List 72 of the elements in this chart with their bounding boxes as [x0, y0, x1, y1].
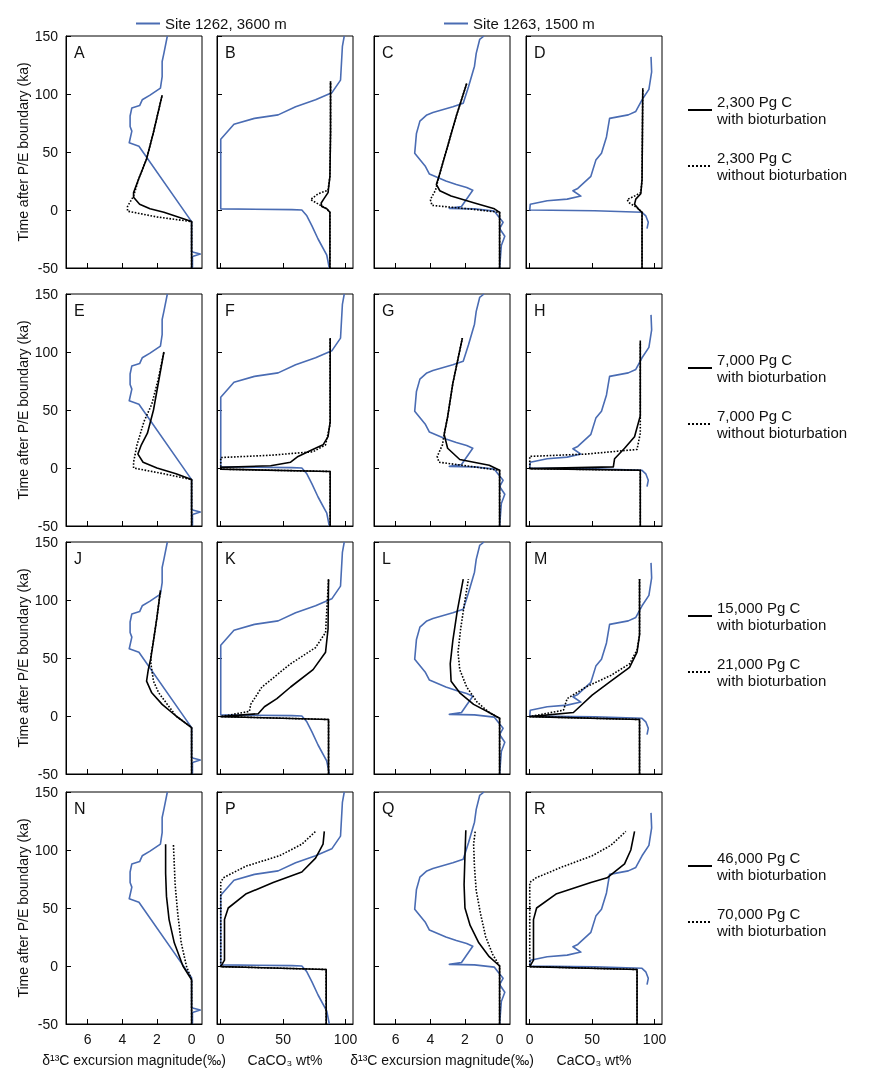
y-tick-label: 150 — [34, 784, 59, 800]
y-tick-label: 0 — [50, 708, 59, 724]
annotation: M — [534, 549, 548, 567]
x-axis-title: δ¹³C excursion magnitude(‰) — [42, 1052, 226, 1069]
y-axis-title: Time after P/E boundary (ka) — [15, 62, 31, 242]
y-tick-label: 150 — [34, 28, 59, 44]
y-tick-label: -50 — [37, 260, 59, 276]
y-tick-label: 50 — [42, 402, 59, 418]
y-axis-title: Time after P/E boundary (ka) — [15, 818, 31, 998]
legend-label: Site 1263, 1500 m — [473, 15, 595, 32]
y-tick-label: 50 — [42, 144, 59, 160]
annotation: B — [225, 43, 236, 61]
y-tick-label: -50 — [37, 766, 59, 782]
annotation: A — [74, 43, 85, 61]
x-tick-label: 6 — [83, 1031, 92, 1047]
legend-label: 7,000 Pg C without bioturbation — [716, 407, 848, 441]
y-tick-label: 150 — [34, 534, 59, 550]
y-axis-title: Time after P/E boundary (ka) — [15, 320, 31, 500]
x-tick-label: 6 — [391, 1031, 400, 1047]
annotation: F — [225, 301, 235, 319]
x-axis-title: CaCO₃ wt% — [247, 1052, 323, 1069]
x-tick-label: 4 — [118, 1031, 127, 1047]
x-axis-title: δ¹³C excursion magnitude(‰) — [350, 1052, 534, 1069]
annotation: E — [74, 301, 85, 319]
annotation: R — [534, 799, 546, 817]
x-tick-label: 4 — [426, 1031, 435, 1047]
legend-label: 7,000 Pg C with bioturbation — [716, 351, 827, 385]
legend-label: 15,000 Pg C with bioturbation — [716, 599, 827, 633]
line-series — [128, 541, 202, 775]
legend-label: 46,000 Pg C with bioturbation — [716, 849, 827, 883]
y-tick-label: 50 — [42, 650, 59, 666]
legend-label: 2,300 Pg C without bioturbation — [716, 149, 848, 183]
x-tick-label: 0 — [216, 1031, 225, 1047]
x-tick-label: 0 — [187, 1031, 196, 1047]
y-tick-label: 100 — [34, 592, 59, 608]
line-series — [128, 35, 202, 269]
x-tick-label: 100 — [642, 1031, 667, 1047]
legend-label: 21,000 Pg C with bioturbation — [716, 655, 827, 689]
annotation: K — [225, 549, 236, 567]
y-axis-title: Time after P/E boundary (ka) — [15, 568, 31, 748]
line-series — [128, 293, 202, 527]
legend-label: 2,300 Pg C with bioturbation — [716, 93, 827, 127]
annotation: D — [534, 43, 546, 61]
x-tick-label: 0 — [495, 1031, 504, 1047]
y-tick-label: 100 — [34, 86, 59, 102]
y-tick-label: -50 — [37, 518, 59, 534]
annotation: J — [74, 549, 82, 567]
y-tick-label: 100 — [34, 344, 59, 360]
legend-label: Site 1262, 3600 m — [165, 15, 287, 32]
x-tick-label: 50 — [275, 1031, 292, 1047]
y-tick-label: 50 — [42, 900, 59, 916]
legend-label: 70,000 Pg C with bioturbation — [716, 905, 827, 939]
annotation: L — [382, 549, 391, 567]
line-series — [128, 791, 202, 1025]
annotation: Q — [382, 799, 395, 817]
x-tick-label: 2 — [153, 1031, 162, 1047]
y-tick-label: 0 — [50, 460, 59, 476]
x-tick-label: 100 — [333, 1031, 358, 1047]
y-tick-label: -50 — [37, 1016, 59, 1032]
annotation: P — [225, 799, 236, 817]
x-tick-label: 50 — [584, 1031, 601, 1047]
annotation: G — [382, 301, 395, 319]
annotation: C — [382, 43, 394, 61]
annotation: N — [74, 799, 86, 817]
annotation: H — [534, 301, 546, 319]
y-tick-label: 0 — [50, 202, 59, 218]
y-tick-label: 150 — [34, 286, 59, 302]
y-tick-label: 100 — [34, 842, 59, 858]
x-axis-title: CaCO₃ wt% — [556, 1052, 632, 1069]
y-tick-label: 0 — [50, 958, 59, 974]
x-tick-label: 0 — [525, 1031, 534, 1047]
x-tick-label: 2 — [461, 1031, 470, 1047]
